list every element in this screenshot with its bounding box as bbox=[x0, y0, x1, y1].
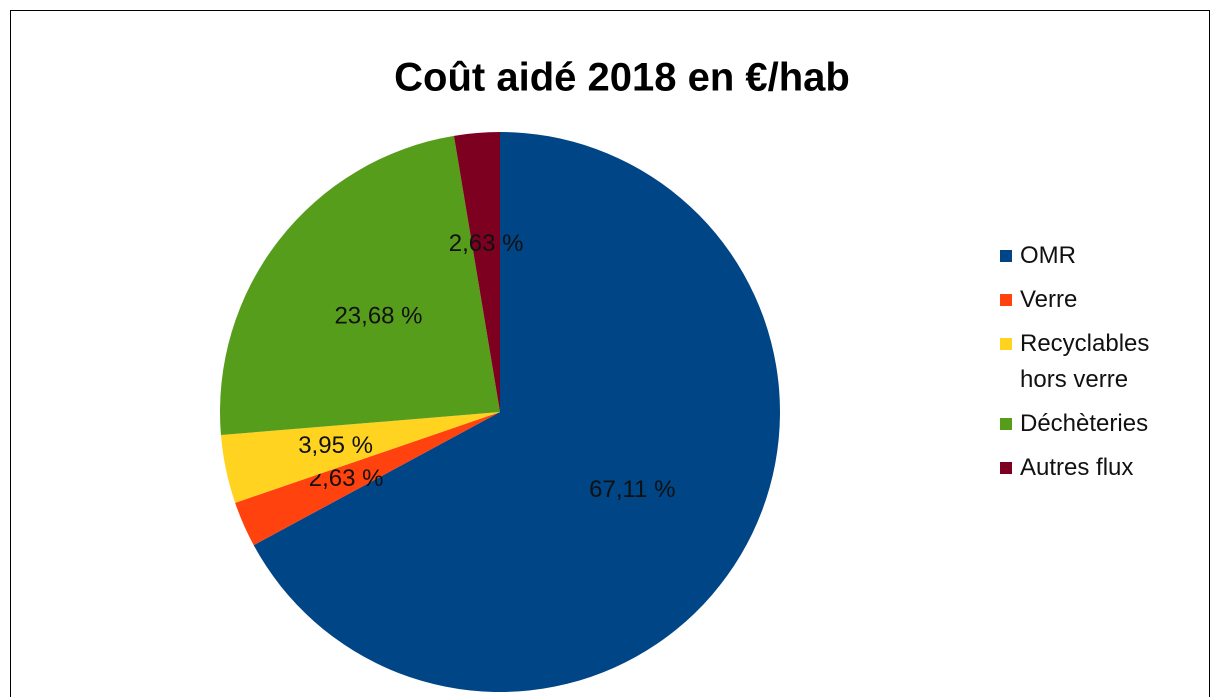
legend-swatch bbox=[1000, 418, 1012, 430]
legend-item: Autres flux bbox=[1000, 450, 1160, 486]
pie-slice bbox=[235, 412, 500, 546]
pie-slice bbox=[220, 135, 500, 436]
legend-swatch bbox=[1000, 338, 1012, 350]
pie-slice bbox=[220, 412, 501, 503]
legend-label: Recyclables hors verre bbox=[1020, 330, 1150, 393]
legend-item: Recyclables hors verre bbox=[1000, 326, 1160, 398]
legend: OMR Verre Recyclables hors verre Déchèterie… bbox=[1000, 238, 1160, 494]
data-label: 23,68 % bbox=[334, 303, 422, 330]
data-label: 2,63 % bbox=[449, 230, 524, 257]
data-label: 3,95 % bbox=[298, 432, 373, 459]
pie-slice bbox=[453, 132, 500, 412]
chart-title: Coût aidé 2018 en €/hab bbox=[394, 56, 850, 100]
chart-frame bbox=[10, 10, 1210, 697]
legend-item: Déchèteries bbox=[1000, 406, 1160, 442]
legend-label: Autres flux bbox=[1020, 454, 1134, 481]
pie-slice bbox=[253, 132, 780, 692]
legend-swatch bbox=[1000, 294, 1012, 306]
legend-swatch bbox=[1000, 250, 1012, 262]
legend-label: Déchèteries bbox=[1020, 410, 1149, 437]
data-label: 67,11 % bbox=[589, 476, 675, 503]
legend-item: OMR bbox=[1000, 238, 1160, 274]
legend-label: Verre bbox=[1020, 286, 1078, 313]
legend-swatch bbox=[1000, 462, 1012, 474]
legend-item: Verre bbox=[1000, 282, 1160, 318]
legend-label: OMR bbox=[1020, 242, 1076, 269]
